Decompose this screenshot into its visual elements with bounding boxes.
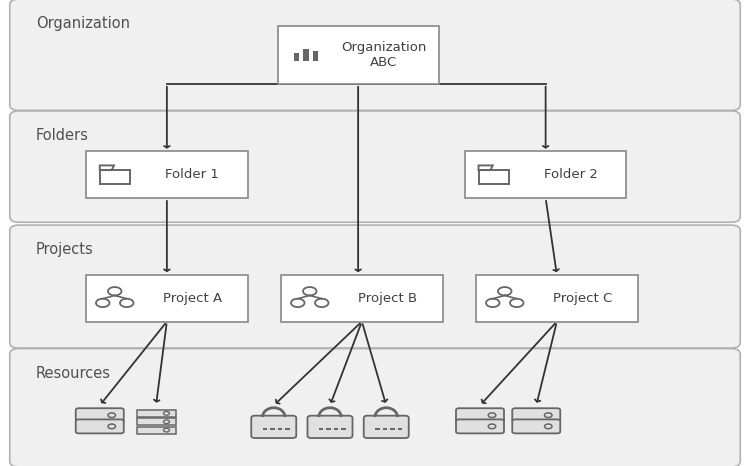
Bar (303, 49, 309, 61)
Bar (262, 428, 267, 430)
Bar (285, 428, 290, 430)
Bar (281, 275, 442, 322)
Bar (334, 428, 338, 430)
FancyBboxPatch shape (512, 419, 560, 433)
Text: Folder 2: Folder 2 (544, 168, 598, 181)
Bar (375, 428, 380, 430)
Text: Folder 1: Folder 1 (166, 168, 219, 181)
FancyBboxPatch shape (10, 111, 740, 222)
FancyBboxPatch shape (10, 349, 740, 466)
Bar (136, 418, 176, 425)
Bar (270, 428, 274, 430)
Bar (314, 52, 318, 61)
Bar (319, 428, 323, 430)
Bar (278, 428, 282, 430)
Bar (136, 410, 176, 417)
FancyBboxPatch shape (10, 0, 740, 110)
FancyBboxPatch shape (456, 408, 504, 422)
Bar (382, 428, 387, 430)
Bar (326, 428, 331, 430)
Bar (86, 275, 248, 322)
Text: Organization
ABC: Organization ABC (341, 41, 426, 69)
Text: Folders: Folders (36, 128, 88, 143)
Bar (476, 275, 638, 322)
Text: Organization: Organization (36, 16, 130, 31)
Bar (465, 151, 626, 198)
Bar (100, 170, 130, 184)
Bar (478, 170, 508, 184)
Text: Projects: Projects (36, 242, 94, 257)
Bar (398, 428, 402, 430)
FancyBboxPatch shape (76, 408, 124, 422)
FancyBboxPatch shape (364, 416, 409, 438)
FancyBboxPatch shape (10, 225, 740, 348)
FancyBboxPatch shape (308, 416, 352, 438)
Text: Project A: Project A (163, 292, 222, 305)
Bar (390, 428, 394, 430)
FancyBboxPatch shape (456, 419, 504, 433)
Bar (136, 427, 176, 434)
FancyBboxPatch shape (512, 408, 560, 422)
Text: Resources: Resources (36, 366, 111, 381)
FancyBboxPatch shape (251, 416, 296, 438)
Bar (278, 26, 439, 84)
Bar (341, 428, 346, 430)
Text: Project B: Project B (358, 292, 417, 305)
Bar (293, 54, 298, 61)
Text: Project C: Project C (553, 292, 612, 305)
FancyBboxPatch shape (76, 419, 124, 433)
Bar (86, 151, 248, 198)
